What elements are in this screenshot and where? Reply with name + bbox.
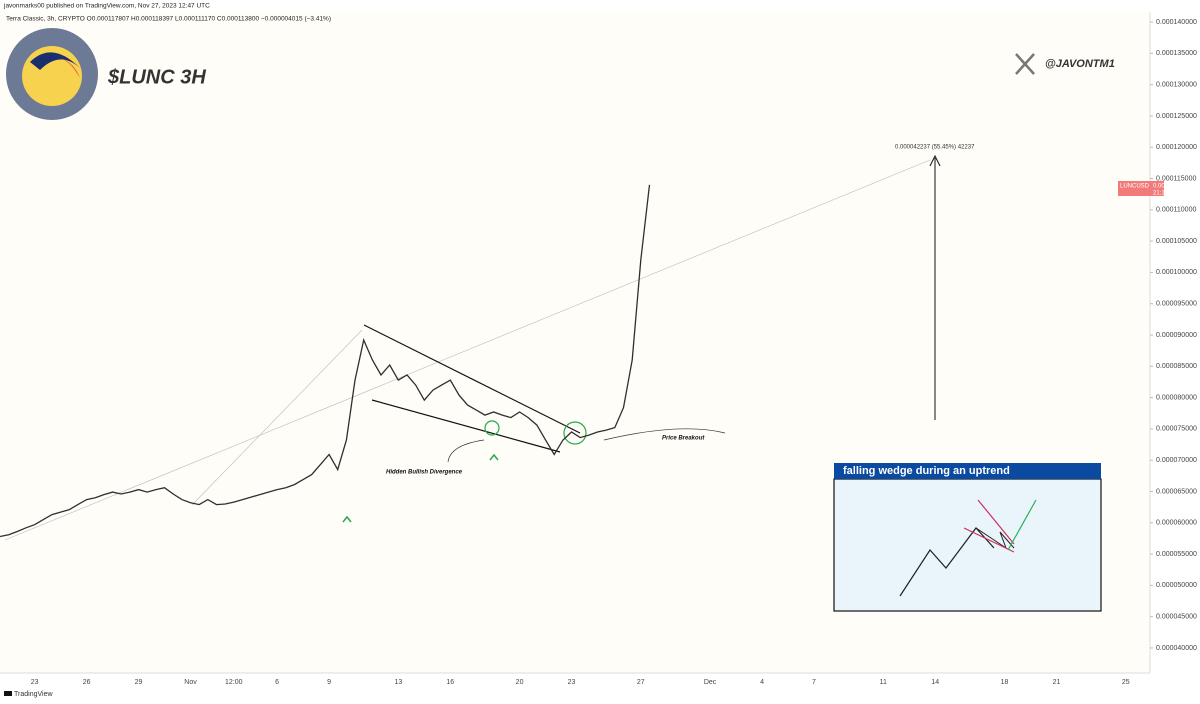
watermark: @JAVONTM1 (1045, 58, 1115, 70)
annotation: Hidden Bullish Divergence (386, 470, 463, 476)
x-tick-label: 11 (880, 679, 887, 686)
y-tick-label: 0.000095000 (1156, 301, 1197, 308)
x-tick-label: Dec (704, 679, 717, 686)
y-tick-label: 0.000040000 (1156, 645, 1197, 652)
drawings (4, 154, 941, 541)
x-tick-label: 7 (812, 679, 816, 686)
y-tick-label: 0.000105000 (1156, 238, 1197, 245)
x-tick-label: 20 (516, 679, 524, 686)
x-tick-label: 12:00 (225, 679, 243, 686)
symbol-info: Terra Classic, 3h, CRYPTO O0.000117807 H… (6, 16, 331, 23)
price-badge (1118, 181, 1164, 196)
ticker: LUNCUSD (1120, 184, 1150, 190)
x-tick-label: 14 (931, 679, 939, 686)
y-tick-label: 0.000100000 (1156, 269, 1197, 276)
price-line (0, 184, 651, 538)
inset (833, 463, 1102, 612)
y-tick-label: 0.000060000 (1156, 520, 1197, 527)
y-tick-label: 0.000070000 (1156, 457, 1197, 464)
inset-title: falling wedge during an uptrend (843, 465, 1010, 477)
y-tick-label: 0.000130000 (1156, 81, 1197, 88)
footer: TradingView (14, 691, 53, 698)
chart-title: $LUNC 3H (107, 66, 206, 88)
x-tick-label: 18 (1001, 679, 1009, 686)
x-tick-label: 4 (760, 679, 764, 686)
y-tick-label: 0.000115000 (1156, 175, 1196, 182)
x-tick-label: 26 (83, 679, 91, 686)
x-tick-label: 16 (446, 679, 454, 686)
y-tick-label: 0.000055000 (1156, 551, 1197, 558)
x-tick-label: 25 (1122, 679, 1130, 686)
y-tick-label: 0.000075000 (1156, 426, 1197, 433)
x-tick-label: 6 (275, 679, 279, 686)
measure-label: 0.000042237 (55.45%) 42237 (895, 145, 975, 151)
x-logo (1015, 53, 1035, 75)
y-tick-label: 0.000140000 (1156, 19, 1197, 26)
y-tick-label: 0.000090000 (1156, 332, 1197, 339)
x-tick-label: 23 (31, 679, 39, 686)
annotation: Price Breakout (662, 436, 705, 442)
y-tick-label: 0.000065000 (1156, 488, 1197, 495)
y-tick-label: 0.000125000 (1156, 113, 1197, 120)
y-tick-label: 0.000135000 (1156, 50, 1197, 57)
footer-logo (4, 691, 12, 696)
x-tick-label: Nov (184, 679, 197, 686)
y-tick-label: 0.000120000 (1156, 144, 1197, 151)
y-tick-label: 0.000080000 (1156, 394, 1197, 401)
logo (6, 28, 98, 120)
countdown: 21:12:28 (1153, 191, 1177, 197)
y-tick-label: 0.000050000 (1156, 582, 1197, 589)
price-label: 0.000113800 (1153, 184, 1188, 190)
y-tick-label: 0.000085000 (1156, 363, 1197, 370)
header: javonmarks00 published on TradingView.co… (3, 3, 210, 10)
x-tick-label: 29 (135, 679, 143, 686)
x-tick-label: 9 (327, 679, 331, 686)
y-tick-label: 0.000110000 (1156, 207, 1196, 214)
x-tick-label: 23 (568, 679, 576, 686)
x-tick-label: 13 (394, 679, 402, 686)
x-tick-label: 27 (637, 679, 645, 686)
y-tick-label: 0.000045000 (1156, 614, 1197, 621)
x-tick-label: 21 (1053, 679, 1061, 686)
